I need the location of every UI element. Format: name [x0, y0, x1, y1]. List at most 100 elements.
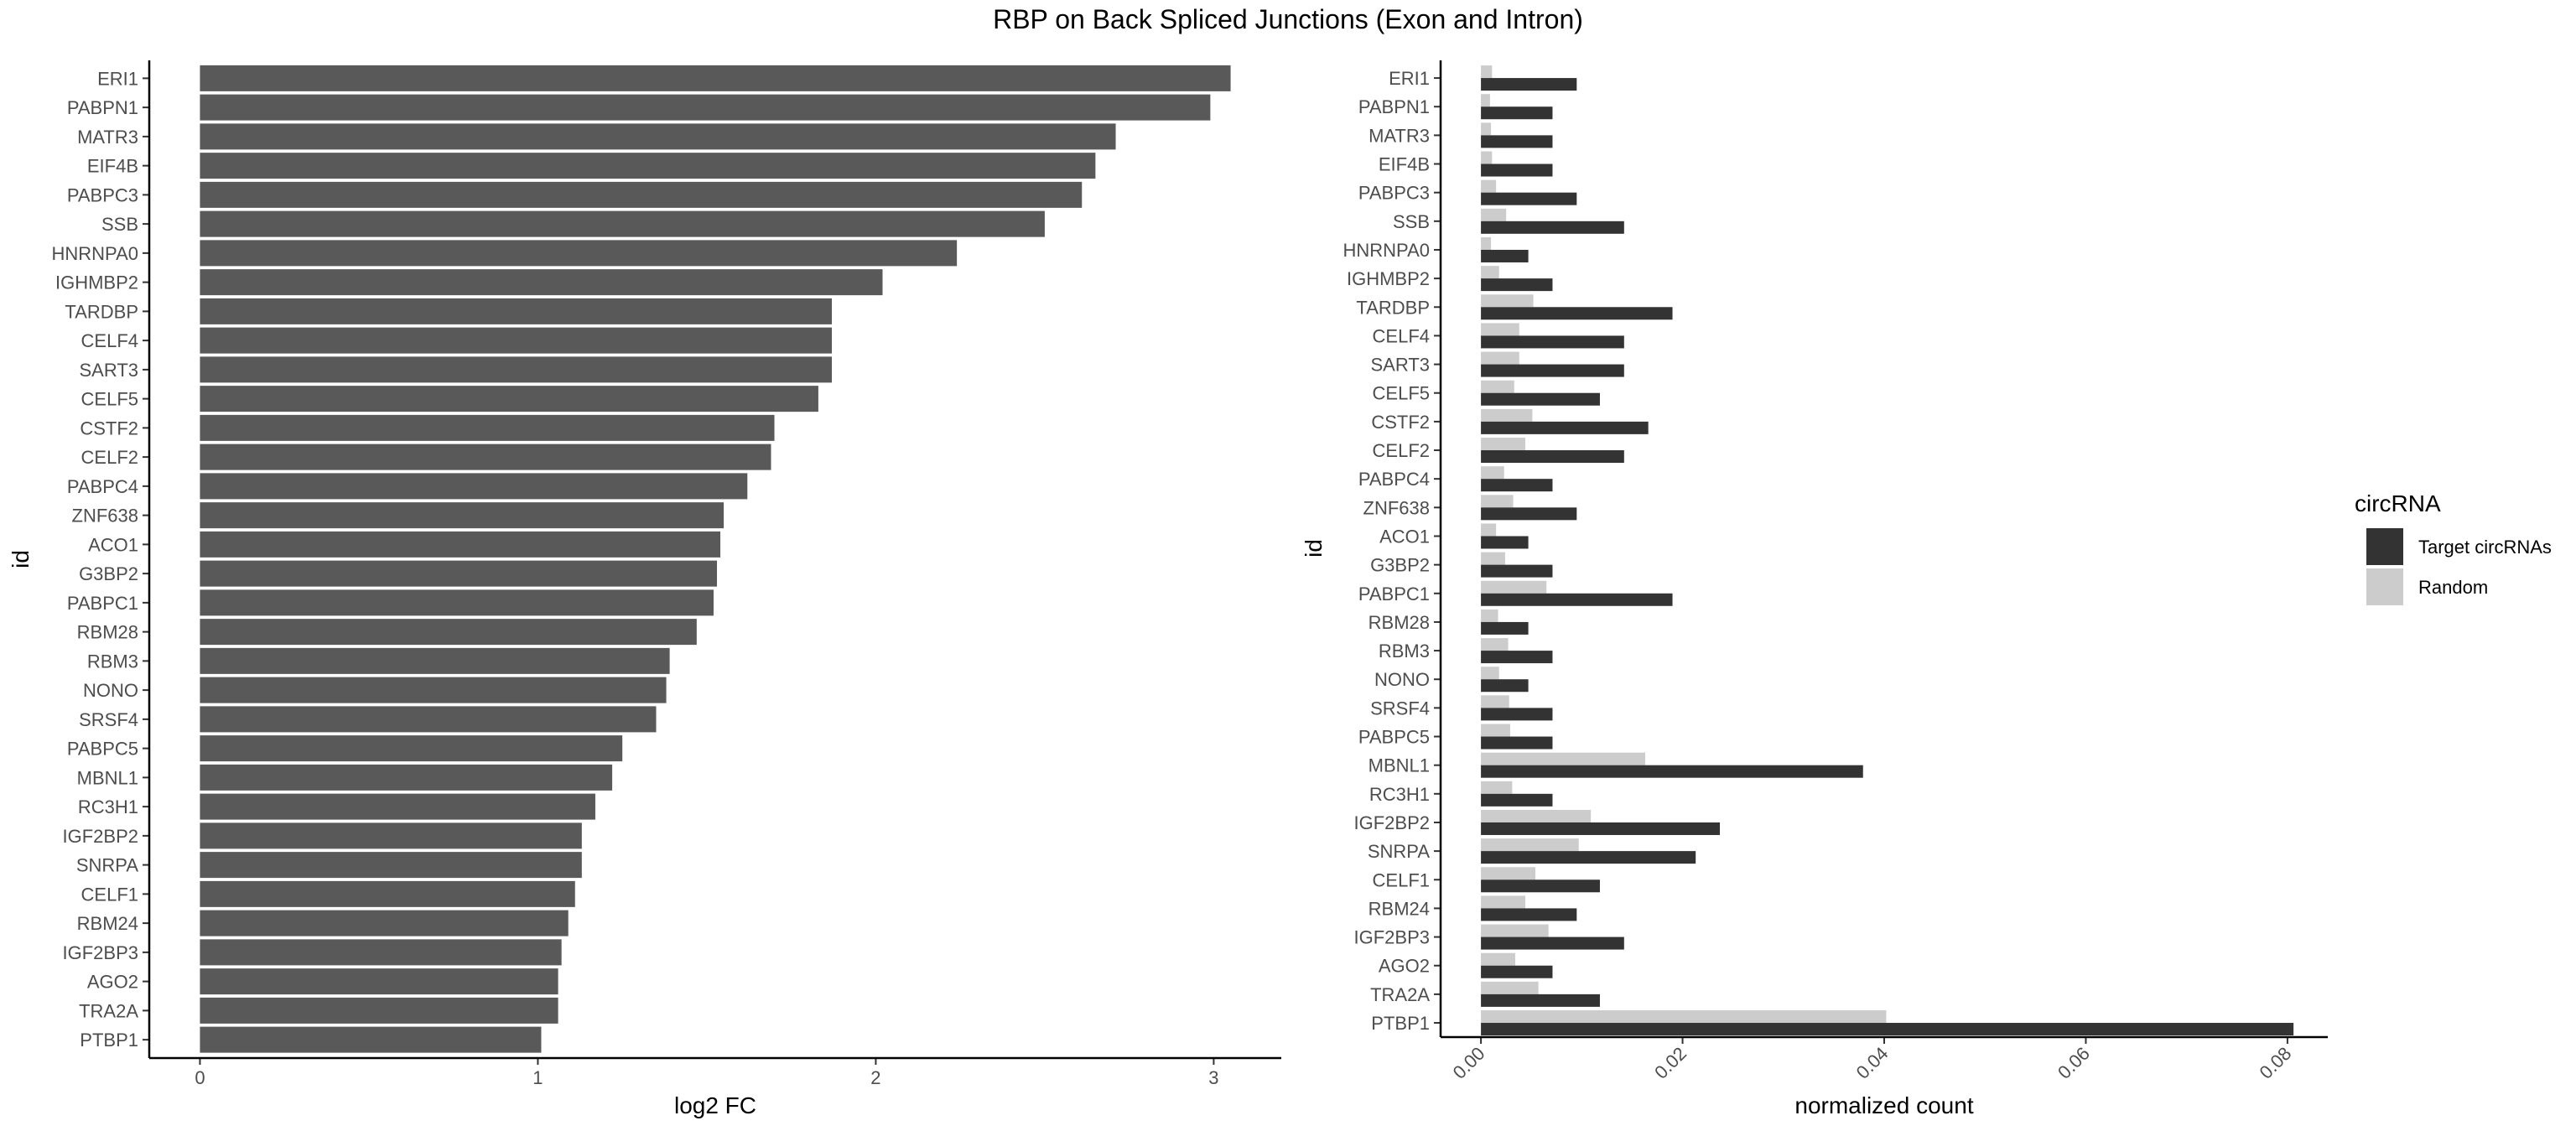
right-bar-random-srsf4 — [1481, 695, 1509, 708]
right-bar-random-eif4b — [1481, 151, 1493, 164]
left-bar-mbnl1 — [200, 764, 613, 791]
left-y-tick-label: CELF4 — [81, 330, 138, 351]
right-y-tick-label: PABPC3 — [1358, 183, 1430, 204]
left-bar-celf4 — [200, 327, 833, 354]
left-x-tick-label: 0 — [195, 1067, 205, 1088]
left-bar-srsf4 — [200, 706, 657, 733]
right-bar-target-ago2 — [1481, 965, 1553, 978]
right-bar-target-sart3 — [1481, 364, 1624, 377]
right-x-tick-label: 0.04 — [1852, 1043, 1893, 1083]
left-x-axis-title: log2 FC — [674, 1092, 756, 1118]
right-bar-target-eif4b — [1481, 163, 1553, 177]
left-bar-pabpc4 — [200, 473, 748, 500]
right-bar-random-tardbp — [1481, 294, 1534, 308]
left-y-tick-label: PTBP1 — [80, 1030, 138, 1051]
right-bar-target-celf2 — [1481, 450, 1624, 464]
left-bar-rbm3 — [200, 647, 670, 674]
left-bar-ighmbp2 — [200, 269, 883, 296]
right-y-tick-label: RC3H1 — [1369, 784, 1430, 805]
right-y-tick-label: IGHMBP2 — [1347, 268, 1430, 289]
left-y-tick-label: IGHMBP2 — [55, 272, 138, 293]
left-y-tick-label: AGO2 — [87, 972, 138, 993]
right-bar-random-ighmbp2 — [1481, 266, 1499, 279]
right-bar-target-pabpc1 — [1481, 593, 1673, 606]
left-bar-celf5 — [200, 386, 818, 412]
left-bar-eri1 — [200, 65, 1231, 91]
right-y-tick-label: ZNF638 — [1363, 497, 1430, 518]
right-bar-target-celf4 — [1481, 335, 1624, 349]
right-bar-random-g3bp2 — [1481, 552, 1505, 565]
left-y-tick-label: PABPC5 — [67, 739, 138, 760]
right-bar-random-rbm24 — [1481, 895, 1525, 909]
right-y-tick-label: PABPN1 — [1358, 96, 1430, 117]
right-y-tick-label: G3BP2 — [1370, 555, 1430, 576]
left-y-tick-label: RC3H1 — [78, 796, 138, 817]
left-bar-matr3 — [200, 123, 1116, 150]
left-bar-snrpa — [200, 852, 582, 879]
left-y-tick-labels: ERI1 PABPN1 MATR3 EIF4B PABPC3 SSB HNRNPA0 IGHM… — [51, 68, 149, 1051]
right-bar-random-igf2bp2 — [1481, 809, 1592, 822]
right-bar-target-nono — [1481, 679, 1529, 693]
right-y-tick-label: CELF4 — [1373, 325, 1430, 346]
right-bar-random-ago2 — [1481, 952, 1515, 966]
left-panel: ERI1 PABPN1 MATR3 EIF4B PABPC3 SSB HNRNPA0 IGHM… — [8, 60, 1281, 1118]
right-y-tick-label: SNRPA — [1368, 841, 1430, 862]
left-bar-ago2 — [200, 968, 558, 995]
left-y-tick-label: RBM3 — [87, 651, 138, 672]
left-bar-pabpc1 — [200, 589, 714, 616]
left-y-tick-label: ERI1 — [97, 68, 138, 89]
right-y-tick-label: IGF2BP3 — [1354, 927, 1430, 948]
right-bar-target-rbm24 — [1481, 908, 1577, 921]
right-bar-random-pabpc5 — [1481, 724, 1510, 737]
left-y-tick-label: CSTF2 — [80, 418, 138, 438]
right-bar-target-pabpc3 — [1481, 192, 1577, 205]
right-y-tick-label: MBNL1 — [1368, 755, 1430, 776]
right-y-tick-label: ERI1 — [1389, 68, 1430, 89]
right-bar-random-rbm28 — [1481, 609, 1498, 622]
right-bar-target-hnrnpa0 — [1481, 249, 1529, 262]
left-x-tick-label: 1 — [532, 1067, 543, 1088]
left-y-tick-label: SSB — [101, 214, 138, 235]
right-bar-random-pabpc1 — [1481, 580, 1547, 594]
left-y-tick-label: PABPC1 — [67, 593, 138, 614]
right-bar-target-igf2bp3 — [1481, 936, 1624, 950]
left-bar-cstf2 — [200, 414, 775, 441]
right-y-axis-title: id — [1301, 539, 1327, 558]
left-bars — [200, 65, 1231, 1053]
right-bar-random-mbnl1 — [1481, 752, 1646, 765]
legend-label-random: Random — [2418, 577, 2488, 598]
left-bar-pabpn1 — [200, 94, 1211, 121]
right-bar-target-rbm3 — [1481, 651, 1553, 664]
right-bar-target-igf2bp2 — [1481, 822, 1721, 835]
left-y-tick-label: TARDBP — [65, 301, 138, 322]
right-bar-random-snrpa — [1481, 838, 1579, 852]
left-bar-rbm28 — [200, 619, 697, 646]
left-bar-rbm24 — [200, 910, 569, 936]
right-bar-random-cstf2 — [1481, 408, 1533, 422]
right-bar-target-celf5 — [1481, 392, 1600, 406]
right-panel: ERI1 PABPN1 MATR3 EIF4B PABPC3 SSB HNRNPA0 IGHM… — [1301, 60, 2328, 1118]
left-y-tick-label: SART3 — [79, 360, 138, 381]
left-y-tick-label: SNRPA — [76, 855, 138, 876]
left-y-tick-label: SRSF4 — [79, 709, 138, 730]
right-bar-target-pabpn1 — [1481, 106, 1553, 120]
left-bar-aco1 — [200, 531, 721, 558]
legend: circRNA Target circRNAs Random — [2355, 490, 2552, 605]
left-y-tick-label: RBM28 — [77, 622, 138, 643]
right-bar-target-matr3 — [1481, 135, 1553, 148]
left-y-tick-label: IGF2BP3 — [63, 942, 138, 963]
left-x-ticks: 0 1 2 3 — [195, 1058, 1219, 1088]
right-bar-target-pabpc5 — [1481, 736, 1553, 750]
right-y-tick-label: CSTF2 — [1371, 412, 1430, 433]
right-bar-random-aco1 — [1481, 523, 1497, 537]
left-y-tick-label: MATR3 — [77, 127, 138, 148]
right-bar-random-znf638 — [1481, 495, 1514, 508]
left-y-tick-label: TRA2A — [79, 1000, 138, 1021]
left-y-tick-label: ACO1 — [88, 534, 138, 555]
right-y-tick-label: RBM3 — [1379, 641, 1430, 661]
right-bar-target-ighmbp2 — [1481, 278, 1553, 292]
right-bar-target-rc3h1 — [1481, 793, 1553, 807]
right-bar-target-ssb — [1481, 220, 1624, 234]
right-y-tick-label: TARDBP — [1356, 297, 1430, 318]
